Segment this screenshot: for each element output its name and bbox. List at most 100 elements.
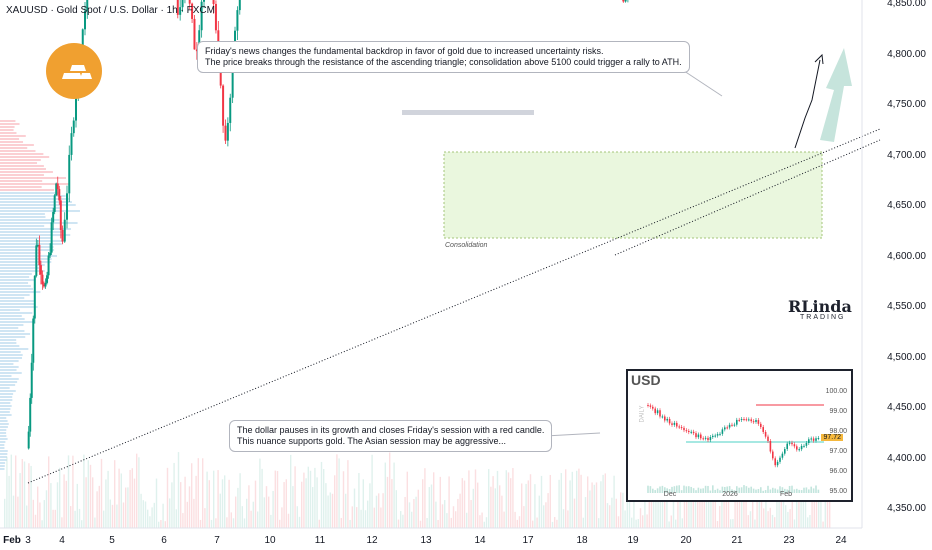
volume-profile-bar	[0, 375, 12, 377]
volume-bar	[479, 515, 481, 528]
volume-bar	[587, 476, 589, 528]
volume-bar	[360, 509, 362, 528]
candle-body	[179, 7, 182, 15]
inset-volume-bar	[793, 489, 796, 493]
x-tick-label: 21	[731, 535, 743, 546]
inset-candle	[800, 445, 803, 450]
triangle-support-line-2	[614, 139, 881, 256]
volume-bar	[287, 513, 290, 528]
inset-volume-bar	[661, 485, 664, 493]
inset-volume-bar	[748, 487, 750, 493]
volume-profile-bar	[0, 294, 30, 296]
volume-bar	[268, 496, 270, 528]
inset-candle	[748, 419, 750, 421]
volume-bar	[551, 521, 554, 528]
volume-bar	[661, 486, 664, 528]
volume-bar	[554, 517, 556, 528]
inset-candle	[721, 429, 724, 434]
inset-volume-bar	[752, 488, 755, 493]
volume-bar	[272, 490, 274, 528]
volume-bar	[712, 500, 714, 528]
volume-bar	[171, 482, 173, 528]
candle-body	[49, 252, 52, 256]
volume-bar	[719, 505, 721, 528]
inset-candle	[697, 434, 700, 438]
candle-body	[44, 282, 47, 287]
volume-bar	[329, 492, 331, 528]
x-tick-label: 18	[576, 535, 588, 546]
volume-bar	[67, 455, 70, 528]
inset-volume-bar	[803, 487, 805, 493]
volume-bar	[301, 481, 303, 528]
candle-body	[61, 229, 64, 242]
candle-body	[29, 397, 32, 432]
volume-bar	[290, 454, 292, 528]
volume-bar	[316, 477, 318, 528]
candle-body	[47, 255, 50, 276]
volume-bar	[26, 505, 28, 528]
volume-profile-bar	[0, 135, 26, 137]
inset-volume-bar	[769, 489, 772, 493]
inset-candle	[762, 427, 764, 432]
volume-bar	[510, 478, 512, 528]
volume-bar	[747, 515, 749, 528]
volume-bar	[710, 476, 712, 528]
volume-bar	[166, 467, 169, 528]
volume-profile-bar	[0, 228, 71, 230]
volume-bar	[219, 493, 221, 528]
volume-bar	[87, 460, 89, 528]
volume-bar	[455, 511, 457, 528]
volume-bar	[336, 454, 338, 528]
volume-bar	[8, 475, 10, 528]
volume-bar	[305, 478, 307, 528]
volume-profile-bar	[0, 384, 16, 386]
volume-bar	[589, 490, 591, 528]
volume-bar	[439, 476, 441, 528]
volume-profile-bar	[0, 402, 11, 404]
x-tick-label: 3	[25, 535, 31, 546]
volume-bar	[400, 511, 402, 528]
volume-bar	[562, 509, 565, 528]
volume-profile-bar	[0, 399, 13, 401]
volume-bar	[318, 519, 320, 528]
candle-body	[70, 133, 73, 155]
inset-candle	[695, 433, 697, 438]
inset-volume-bar	[755, 489, 757, 493]
x-tick-label: 24	[835, 535, 847, 546]
volume-bar	[103, 510, 105, 528]
inset-candle	[798, 449, 800, 451]
volume-bar	[536, 517, 538, 528]
volume-profile-bar	[0, 378, 19, 380]
volume-bar	[611, 497, 613, 528]
volume-profile-bar	[0, 444, 5, 446]
volume-bar	[241, 506, 243, 528]
volume-bar	[503, 511, 505, 528]
consolidation-label: Consolidation	[445, 242, 488, 249]
volume-bar	[72, 455, 74, 528]
volume-bar	[525, 483, 527, 528]
inset-volume-bar	[656, 488, 659, 493]
inset-candle	[738, 419, 740, 421]
candle-body	[193, 18, 196, 50]
x-tick-label: 7	[214, 535, 220, 546]
y-tick-label: 4,550.00	[887, 301, 926, 312]
inset-volume-bar	[812, 488, 815, 493]
volume-bar	[749, 511, 752, 528]
volume-bar	[769, 507, 771, 528]
volume-bar	[488, 469, 490, 528]
inset-candle	[671, 423, 673, 425]
volume-profile-bar	[0, 267, 39, 269]
volume-bar	[149, 516, 151, 528]
volume-bar	[598, 518, 600, 528]
volume-bar	[85, 477, 87, 528]
volume-bar	[796, 485, 798, 528]
volume-bar	[78, 508, 81, 528]
volume-bar	[334, 475, 336, 528]
volume-bar	[736, 491, 738, 528]
gold-bars-icon	[62, 65, 92, 79]
volume-profile-bar	[0, 291, 41, 293]
volume-bar	[307, 466, 309, 528]
volume-profile-bar	[0, 432, 7, 434]
forecast-arrow-head	[814, 53, 824, 65]
volume-bar	[217, 470, 219, 528]
